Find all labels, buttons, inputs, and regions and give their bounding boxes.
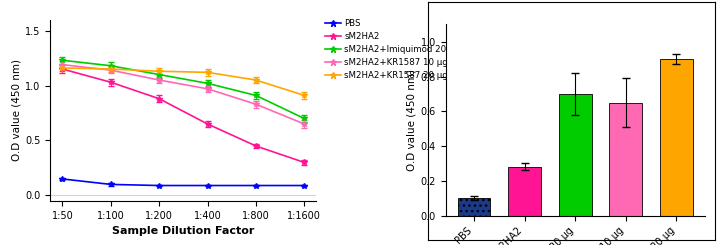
Bar [508, 167, 541, 216]
Bar [457, 198, 490, 216]
Legend: PBS, sM2HA2, sM2HA2+Imiquimod 20 μg, sM2HA2+KR1587 10 μg, sM2HA2+KR1587 20 μg: PBS, sM2HA2, sM2HA2+Imiquimod 20 μg, sM2… [321, 16, 463, 83]
Y-axis label: O.D value (450 nm): O.D value (450 nm) [11, 59, 21, 161]
Bar [559, 94, 592, 216]
X-axis label: Sample Dilution Factor: Sample Dilution Factor [112, 226, 255, 236]
Bar [660, 59, 693, 216]
Bar [610, 103, 642, 216]
Y-axis label: O.D value (450 nm): O.D value (450 nm) [406, 69, 416, 171]
